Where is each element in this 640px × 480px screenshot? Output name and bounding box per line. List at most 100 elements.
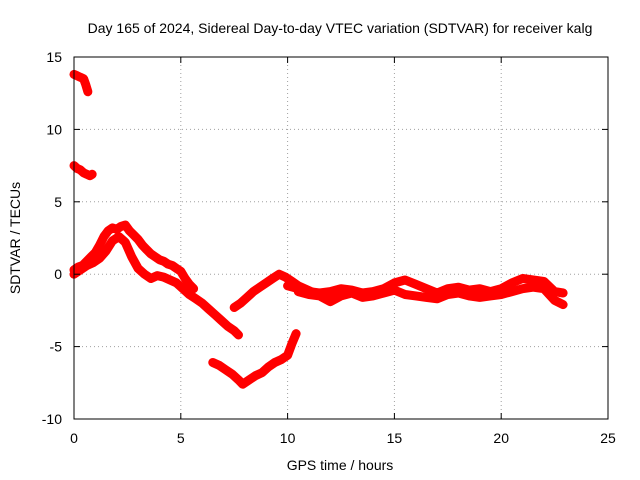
data-series — [69, 69, 568, 389]
data-point — [121, 220, 130, 229]
data-point — [243, 293, 252, 302]
data-point — [369, 291, 378, 300]
y-tick-label: -5 — [50, 339, 63, 355]
data-point — [294, 287, 303, 296]
x-tick-label: 5 — [177, 430, 185, 446]
data-point — [390, 278, 399, 287]
data-point — [326, 297, 335, 306]
data-point — [176, 267, 185, 276]
data-point — [465, 291, 474, 300]
y-tick-label: 5 — [54, 194, 62, 210]
data-point — [210, 310, 219, 319]
data-point — [127, 252, 136, 261]
data-point — [129, 231, 138, 240]
data-point — [255, 283, 264, 292]
data-point — [230, 326, 239, 335]
data-point — [153, 271, 162, 280]
data-point — [422, 293, 431, 302]
data-point — [81, 80, 90, 89]
data-point — [208, 358, 217, 367]
data-point — [539, 277, 548, 286]
data-point — [264, 362, 273, 371]
data-point — [189, 284, 198, 293]
data-point — [401, 275, 410, 284]
data-point — [234, 375, 243, 384]
data-point — [121, 238, 130, 247]
chart-title: Day 165 of 2024, Sidereal Day-to-day VTE… — [88, 20, 593, 36]
data-point — [443, 290, 452, 299]
data-point — [116, 222, 125, 231]
data-point — [82, 261, 91, 270]
data-point — [238, 380, 247, 389]
data-point — [287, 339, 296, 348]
data-point — [390, 286, 399, 295]
data-point — [275, 270, 284, 279]
y-tick-label: -10 — [42, 411, 62, 427]
data-point — [550, 296, 559, 305]
data-point — [507, 278, 516, 287]
data-point — [134, 235, 143, 244]
data-point — [88, 170, 97, 179]
data-point — [529, 283, 538, 292]
data-point — [230, 303, 239, 312]
data-point — [146, 274, 155, 283]
data-point — [262, 278, 271, 287]
data-point — [108, 236, 117, 245]
data-point — [155, 255, 164, 264]
data-point — [89, 258, 98, 267]
data-point — [114, 232, 123, 241]
data-point — [172, 278, 181, 287]
data-point — [559, 289, 568, 298]
x-tick-label: 15 — [387, 430, 403, 446]
data-point — [166, 275, 175, 284]
data-point — [198, 299, 207, 308]
data-point — [358, 293, 367, 302]
data-point — [304, 290, 313, 299]
data-point — [559, 300, 568, 309]
data-point — [539, 284, 548, 293]
data-point — [249, 287, 258, 296]
axis-ticks: 0 5 10 15 20 25 -10 -5 0 5 10 15 — [42, 49, 616, 446]
data-point — [411, 291, 420, 300]
data-point — [529, 275, 538, 284]
data-point — [257, 368, 266, 377]
data-point — [159, 273, 168, 282]
data-point — [178, 284, 187, 293]
data-point — [181, 274, 190, 283]
series-arc-upper — [69, 161, 97, 181]
data-point — [95, 241, 104, 250]
data-point — [168, 261, 177, 270]
y-axis-label: SDTVAR / TECUs — [7, 182, 23, 294]
data-point — [433, 294, 442, 303]
data-point — [163, 260, 172, 269]
data-point — [217, 316, 226, 325]
data-point — [146, 249, 155, 258]
data-point — [221, 365, 230, 374]
data-point — [236, 299, 245, 308]
data-point — [270, 358, 279, 367]
y-tick-label: 15 — [46, 49, 62, 65]
data-point — [140, 270, 149, 279]
data-point — [497, 290, 506, 299]
data-point — [518, 274, 527, 283]
data-point — [422, 284, 431, 293]
data-point — [251, 371, 260, 380]
data-point — [204, 304, 213, 313]
x-tick-label: 20 — [493, 430, 509, 446]
y-tick-label: 10 — [46, 121, 62, 137]
series-arc-main-lower — [69, 232, 243, 340]
data-point — [411, 280, 420, 289]
data-point — [379, 289, 388, 298]
data-point — [337, 291, 345, 300]
x-axis-label: GPS time / hours — [287, 457, 394, 473]
data-point — [215, 361, 224, 370]
data-point — [185, 280, 194, 289]
data-point — [112, 225, 121, 234]
data-point — [518, 284, 527, 293]
data-point — [223, 322, 232, 331]
plot-frame — [73, 56, 609, 420]
data-point — [507, 287, 516, 296]
data-point — [283, 351, 292, 360]
data-point — [151, 252, 160, 261]
data-point — [79, 74, 88, 83]
